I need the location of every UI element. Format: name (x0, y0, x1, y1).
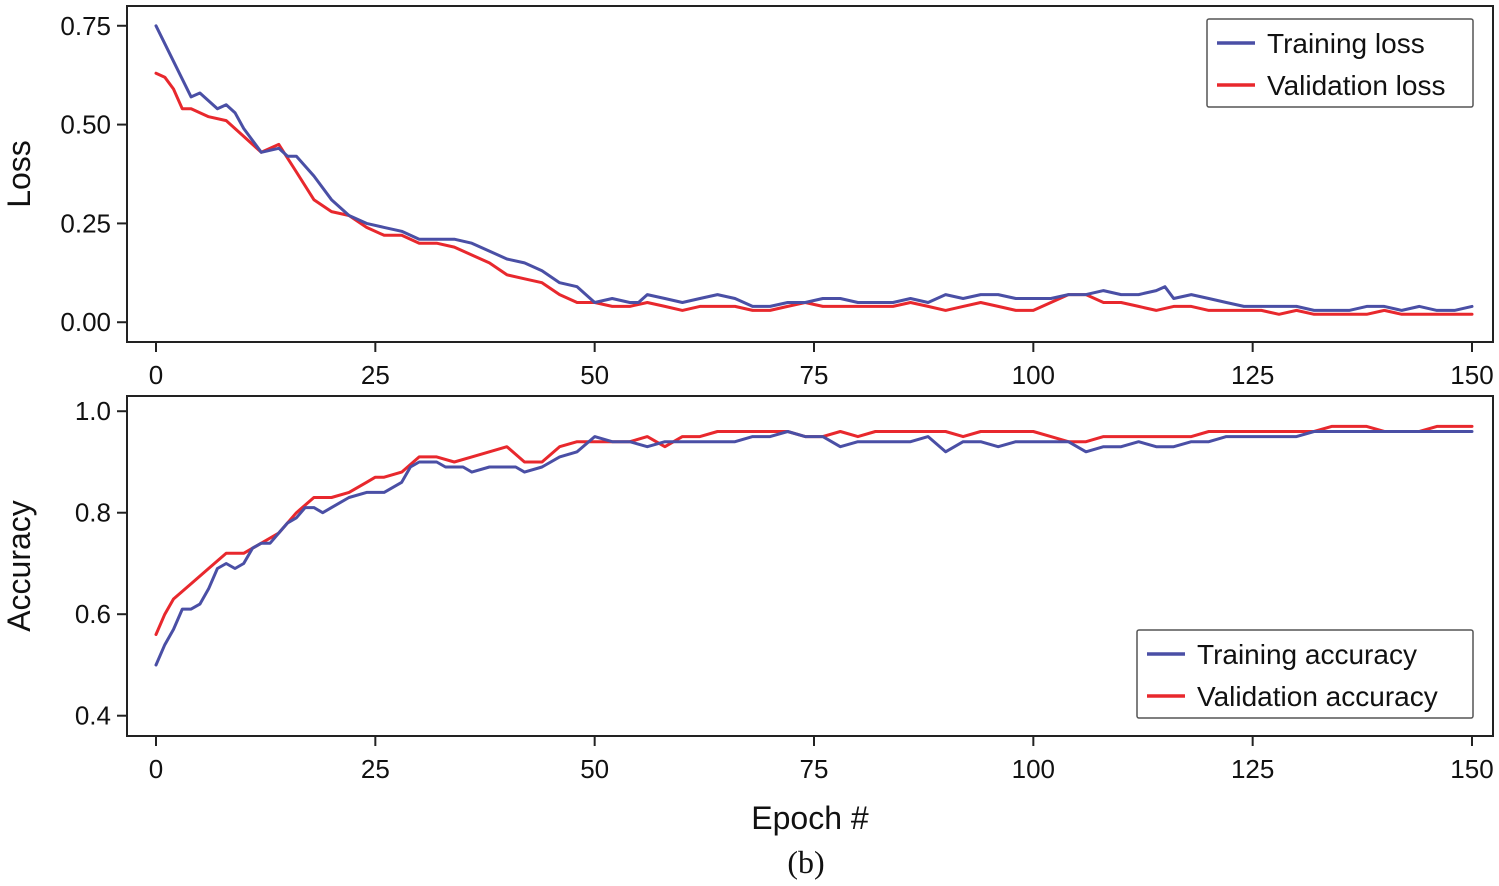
accuracy-x-tick-label: 0 (149, 754, 163, 784)
accuracy-plot-frame (126, 395, 1494, 737)
accuracy-y-tick-label: 0.8 (75, 498, 111, 528)
loss-x-tick-label: 100 (1012, 360, 1055, 390)
accuracy-legend-label-validation: Validation accuracy (1197, 681, 1438, 712)
accuracy-x-tick-label: 100 (1012, 754, 1055, 784)
accuracy-series-line-training (154, 430, 1474, 667)
accuracy-x-tick-label: 25 (361, 754, 390, 784)
loss-legend-box (1206, 18, 1474, 108)
accuracy-chart-panel: 0.4 0.6 0.8 1.0 0 25 50 75 100 125 150 Accuracy Trai… (1, 395, 1494, 784)
loss-legend-label-validation: Validation loss (1267, 70, 1445, 101)
x-axis-title: Epoch # (751, 800, 869, 836)
loss-x-tick-label: 0 (149, 360, 163, 390)
accuracy-legend-box (1136, 629, 1474, 719)
accuracy-y-axis-title: Accuracy (1, 500, 37, 632)
accuracy-legend-label-training: Training accuracy (1197, 639, 1417, 670)
figure-caption: (b) (787, 844, 824, 880)
loss-y-tick-label: 0.00 (60, 307, 111, 337)
loss-y-tick-label: 0.50 (60, 110, 111, 140)
accuracy-x-tick-label: 75 (800, 754, 829, 784)
loss-series-line-training (154, 24, 1474, 312)
loss-y-tick-label: 0.25 (60, 208, 111, 238)
loss-x-tick-label: 150 (1450, 360, 1493, 390)
accuracy-series-line-validation (154, 424, 1474, 636)
loss-legend-label-training: Training loss (1267, 28, 1425, 59)
loss-x-tick-label: 25 (361, 360, 390, 390)
accuracy-y-tick-label: 0.4 (75, 701, 111, 731)
accuracy-x-tick-label: 125 (1231, 754, 1274, 784)
loss-chart-panel: 0.00 0.25 0.50 0.75 0 25 50 75 100 125 150 Loss Trai… (1, 5, 1494, 390)
loss-x-tick-label: 75 (800, 360, 829, 390)
accuracy-y-tick-label: 1.0 (75, 396, 111, 426)
accuracy-y-tick-label: 0.6 (75, 599, 111, 629)
loss-plot-frame (126, 5, 1494, 343)
loss-x-tick-label: 125 (1231, 360, 1274, 390)
accuracy-x-tick-label: 150 (1450, 754, 1493, 784)
accuracy-x-tick-label: 50 (580, 754, 609, 784)
loss-y-axis-title: Loss (1, 140, 37, 208)
loss-y-tick-label: 0.75 (60, 11, 111, 41)
loss-x-tick-label: 50 (580, 360, 609, 390)
